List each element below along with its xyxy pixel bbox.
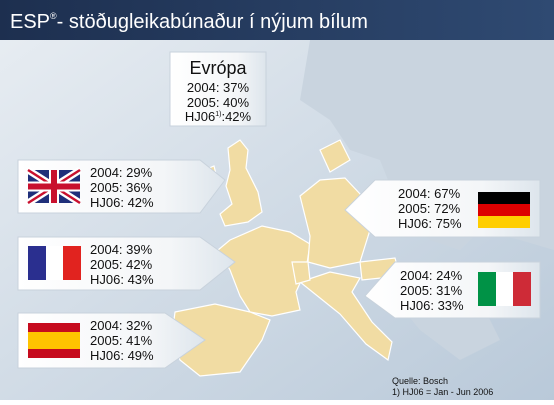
uk-box: 2004: 29% 2005: 36% HJ06: 42% bbox=[17, 159, 226, 214]
stat-line: 2005: 40% bbox=[187, 95, 250, 110]
stat-line: HJ061):42% bbox=[185, 109, 252, 124]
flag-uk bbox=[26, 167, 82, 206]
stat-line: 2004: 39% bbox=[90, 242, 153, 257]
benelux bbox=[291, 261, 311, 285]
stat-rest: :42% bbox=[221, 109, 251, 124]
italy bbox=[298, 271, 393, 362]
header-title: ESP®- stöðugleikabúnaður í nýjum bílum bbox=[10, 11, 368, 33]
stat-line: 2004: 29% bbox=[90, 165, 153, 180]
stat-line: HJ06: 75% bbox=[398, 216, 462, 231]
italy-box: 2004: 24% 2005: 31% HJ06: 33% bbox=[364, 261, 541, 319]
germany bbox=[299, 177, 371, 269]
stat-line: HJ06: 33% bbox=[400, 298, 464, 313]
title: - stöðugleikabúnaður í nýjum bílum bbox=[57, 11, 368, 33]
flag-germany bbox=[478, 192, 530, 228]
stat-line: 2005: 41% bbox=[90, 333, 153, 348]
stat-line: HJ06: 42% bbox=[90, 195, 154, 210]
flag-spain bbox=[28, 323, 80, 358]
stat-line: 2005: 36% bbox=[90, 180, 153, 195]
box bbox=[169, 51, 267, 127]
stat-line: 2004: 32% bbox=[90, 318, 153, 333]
stat-line: HJ06: 49% bbox=[90, 348, 154, 363]
flag-france bbox=[28, 246, 81, 280]
footnote: 1) HJ06 = Jan - Jun 2006 bbox=[392, 387, 493, 397]
europe-title: Evrópa bbox=[189, 58, 247, 78]
stat-line: 2004: 37% bbox=[187, 80, 250, 95]
stat-line: 2004: 24% bbox=[400, 268, 463, 283]
stat-line: HJ06: 43% bbox=[90, 272, 154, 287]
stat-line: 2005: 31% bbox=[400, 283, 463, 298]
stat-line: 2004: 67% bbox=[398, 186, 461, 201]
brand-mark: ® bbox=[50, 11, 57, 21]
germany-box: 2004: 67% 2005: 72% HJ06: 75% bbox=[344, 179, 541, 238]
source: Quelle: Bosch bbox=[392, 376, 448, 386]
denmark bbox=[319, 139, 351, 173]
france-box: 2004: 39% 2005: 42% HJ06: 43% bbox=[17, 236, 236, 291]
uk bbox=[219, 139, 263, 227]
france bbox=[217, 225, 311, 317]
brand: ESP bbox=[10, 11, 50, 33]
spain-box: 2004: 32% 2005: 41% HJ06: 49% bbox=[17, 312, 206, 369]
stat-line: 2005: 42% bbox=[90, 257, 153, 272]
header-bar bbox=[0, 0, 554, 40]
map bbox=[171, 139, 401, 377]
stat-line: 2005: 72% bbox=[398, 201, 461, 216]
stat-prefix: HJ06 bbox=[185, 109, 215, 124]
stat-sup: 1) bbox=[215, 111, 221, 118]
europe-box: Evrópa 2004: 37% 2005: 40% HJ061):42% bbox=[169, 51, 267, 127]
flag-italy bbox=[478, 272, 531, 306]
